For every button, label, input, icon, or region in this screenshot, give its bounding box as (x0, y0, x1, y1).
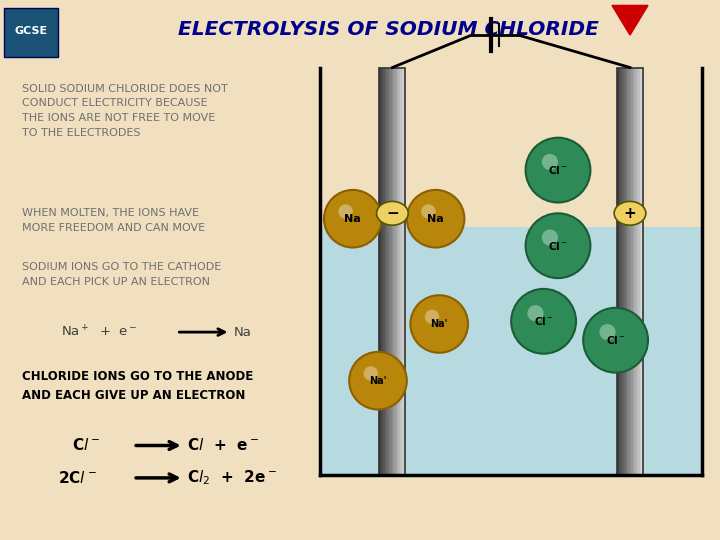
Bar (642, 68, 643, 475)
Bar (404, 68, 405, 475)
Bar (621, 68, 622, 475)
Text: GCSE: GCSE (14, 26, 48, 36)
Text: Na': Na' (431, 319, 448, 329)
Ellipse shape (527, 305, 544, 321)
Text: Na: Na (344, 214, 361, 224)
Ellipse shape (599, 324, 616, 340)
Text: Cl$^-$: Cl$^-$ (534, 315, 554, 327)
Ellipse shape (407, 190, 464, 247)
Bar (388, 68, 390, 475)
Ellipse shape (526, 138, 590, 202)
Bar (390, 68, 392, 475)
Text: C$\it{l}$  +  e$^-$: C$\it{l}$ + e$^-$ (187, 437, 259, 454)
Ellipse shape (583, 308, 648, 373)
Bar (634, 68, 636, 475)
Bar (626, 68, 627, 475)
Text: ELECTROLYSIS OF SODIUM CHLORIDE: ELECTROLYSIS OF SODIUM CHLORIDE (179, 20, 599, 39)
Ellipse shape (511, 289, 576, 354)
Text: Na$^+$  +  e$^-$: Na$^+$ + e$^-$ (61, 325, 138, 340)
Text: Cl$^-$: Cl$^-$ (606, 334, 626, 346)
Ellipse shape (541, 154, 558, 170)
Text: SODIUM IONS GO TO THE CATHODE
AND EACH PICK UP AN ELECTRON: SODIUM IONS GO TO THE CATHODE AND EACH P… (22, 262, 221, 287)
Text: Na: Na (234, 326, 252, 339)
Bar (383, 68, 384, 475)
Ellipse shape (338, 204, 353, 219)
Bar (381, 68, 383, 475)
Bar (379, 68, 381, 475)
Bar (617, 68, 618, 475)
Bar (392, 68, 393, 475)
Ellipse shape (541, 230, 558, 246)
Bar (395, 68, 397, 475)
Text: C$\it{l}^-$: C$\it{l}^-$ (72, 437, 101, 454)
Bar (387, 68, 388, 475)
Bar (627, 68, 629, 475)
Text: CHLORIDE IONS GO TO THE ANODE
AND EACH GIVE UP AN ELECTRON: CHLORIDE IONS GO TO THE ANODE AND EACH G… (22, 370, 253, 402)
Bar (618, 68, 621, 475)
Bar (320, 68, 702, 227)
Text: WHEN MOLTEN, THE IONS HAVE
MORE FREEDOM AND CAN MOVE: WHEN MOLTEN, THE IONS HAVE MORE FREEDOM … (22, 208, 204, 233)
Text: +: + (624, 206, 636, 221)
Bar (320, 227, 702, 475)
Bar (617, 68, 643, 475)
Ellipse shape (364, 366, 378, 381)
Ellipse shape (421, 204, 436, 219)
Bar (629, 68, 631, 475)
Bar (624, 68, 626, 475)
Circle shape (614, 201, 646, 225)
Text: SOLID SODIUM CHLORIDE DOES NOT
CONDUCT ELECTRICITY BECAUSE
THE IONS ARE NOT FREE: SOLID SODIUM CHLORIDE DOES NOT CONDUCT E… (22, 84, 228, 138)
Bar (639, 68, 642, 475)
Bar (402, 68, 404, 475)
Bar (638, 68, 639, 475)
Bar (397, 68, 398, 475)
Bar (622, 68, 624, 475)
Text: 2C$\it{l}^-$: 2C$\it{l}^-$ (58, 470, 96, 486)
Bar (631, 68, 633, 475)
Text: Cl$^-$: Cl$^-$ (548, 240, 568, 252)
Ellipse shape (324, 190, 382, 247)
Text: −: − (386, 206, 399, 221)
Ellipse shape (526, 213, 590, 278)
Bar (4, 8, 58, 57)
Text: Na: Na (427, 214, 444, 224)
Ellipse shape (410, 295, 468, 353)
Text: Cl$^-$: Cl$^-$ (548, 164, 568, 176)
Ellipse shape (349, 352, 407, 409)
Bar (633, 68, 634, 475)
Text: Na': Na' (369, 376, 387, 386)
Polygon shape (612, 5, 648, 35)
Circle shape (377, 201, 408, 225)
Text: C$\it{l}$$_2$  +  2e$^-$: C$\it{l}$$_2$ + 2e$^-$ (187, 469, 277, 487)
Ellipse shape (425, 309, 439, 324)
Bar (398, 68, 400, 475)
Bar (400, 68, 402, 475)
Bar (379, 68, 405, 475)
Bar (636, 68, 638, 475)
Bar (384, 68, 387, 475)
Bar (393, 68, 395, 475)
